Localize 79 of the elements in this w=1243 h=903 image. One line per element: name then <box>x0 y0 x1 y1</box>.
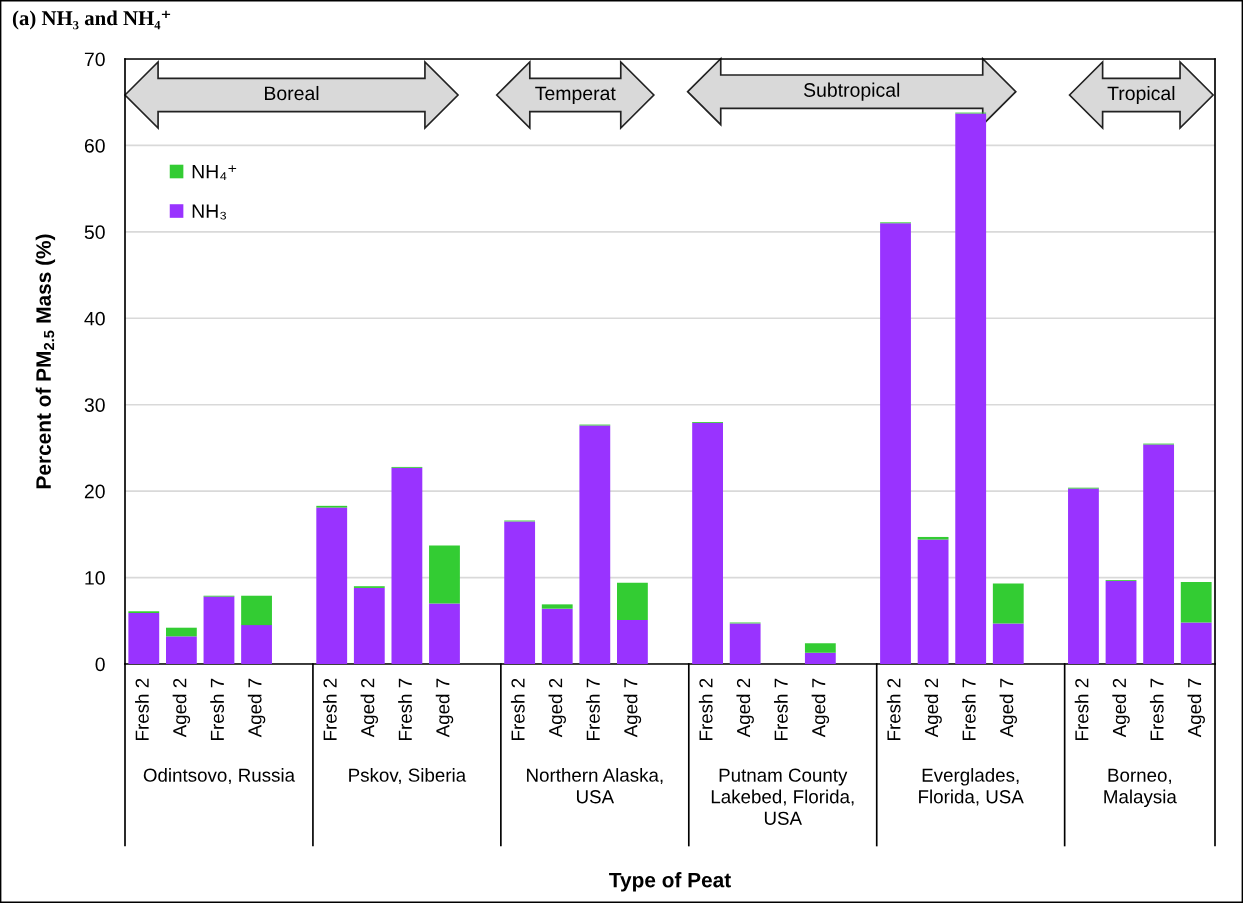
x-tick-label: Fresh 7 <box>586 678 600 740</box>
bar <box>165 627 197 637</box>
bar <box>992 583 1024 624</box>
x-tick-label: Fresh 7 <box>1149 678 1164 740</box>
x-tick-label: Aged 2 <box>172 678 191 738</box>
bar <box>541 608 573 664</box>
bar <box>316 507 348 664</box>
x-tick-label: Fresh 2 <box>1074 678 1089 740</box>
x-tick-label: Fresh 2 <box>510 678 525 740</box>
bar <box>504 521 536 664</box>
y-tick-label: 40 <box>84 311 105 326</box>
annotation: Temperat <box>535 86 616 105</box>
x-tick-label: Fresh 7 <box>774 678 788 740</box>
bar <box>429 603 460 664</box>
bar <box>917 539 949 664</box>
text: Northern Alaska, USA <box>527 768 663 804</box>
text: Everglades, Florida, USA <box>919 768 1024 806</box>
x-tick-label: Aged 7 <box>1187 678 1205 738</box>
x-tick-label: Fresh 2 <box>698 678 713 740</box>
x-tick-label: Fresh 7 <box>210 678 224 740</box>
x-tick-label: Aged 2 <box>548 678 566 738</box>
x-tick-label: Fresh 7 <box>398 678 412 740</box>
bar <box>1068 488 1099 664</box>
chart-title: (a) NH₃ and NH₄⁺ <box>12 10 171 30</box>
bar <box>804 652 836 664</box>
x-tick-label: Aged 7 <box>435 678 454 738</box>
x-tick-label: Aged 7 <box>247 678 266 738</box>
bar <box>617 582 648 620</box>
text: Pskov, Siberia <box>349 768 467 785</box>
bar <box>992 623 1024 664</box>
x-tick-label: Aged 7 <box>999 678 1018 738</box>
annotation: Boreal <box>265 85 319 101</box>
bar <box>804 643 836 653</box>
x-tick-label: Fresh 2 <box>886 678 901 740</box>
x-tick-label: Fresh 2 <box>135 678 149 740</box>
bar <box>203 596 235 664</box>
bar <box>391 467 423 664</box>
y-tick-label: 70 <box>84 52 105 67</box>
x-tick-label: Fresh 7 <box>961 678 976 740</box>
bar <box>579 425 611 664</box>
legend-label: NH₃ <box>192 204 227 220</box>
bar <box>955 113 987 664</box>
annotation: Subtropical <box>803 82 900 101</box>
bar <box>729 623 761 664</box>
bar <box>880 223 911 664</box>
text: Odintsovo, Russia <box>143 768 296 785</box>
y-tick-label: 10 <box>85 571 105 585</box>
text: Type of Peat <box>609 872 731 892</box>
bar <box>917 536 949 540</box>
bar <box>241 625 272 664</box>
y-axis-title: Percent of PM$_{2.5}$ Mass (%) <box>35 234 56 489</box>
y-tick-label: 30 <box>84 398 105 412</box>
bar <box>1180 581 1212 623</box>
legend-label: NH₄⁺ <box>192 164 237 180</box>
bar <box>429 545 460 604</box>
text: Putnam County Lakebed, Florida, USA <box>711 768 854 825</box>
bar <box>128 613 160 664</box>
x-tick-label: Aged 2 <box>736 678 754 738</box>
annotation: Tropical <box>1107 85 1175 105</box>
bar <box>241 595 272 626</box>
bar <box>353 587 385 664</box>
bar <box>1180 622 1212 664</box>
y-tick-label: 50 <box>84 225 105 240</box>
bar <box>617 619 648 664</box>
y-tick-label: 60 <box>84 138 105 153</box>
x-tick-label: Fresh 2 <box>322 678 337 740</box>
bar <box>692 422 723 664</box>
bar <box>1105 581 1137 664</box>
x-tick-label: Aged 7 <box>811 678 830 738</box>
y-tick-label: 0 <box>95 657 105 672</box>
y-tick-label: 20 <box>84 484 105 499</box>
x-tick-label: Aged 7 <box>623 678 642 738</box>
bar <box>165 636 197 664</box>
x-tick-label: Aged 2 <box>360 678 379 738</box>
x-tick-label: Aged 2 <box>1112 678 1130 738</box>
bar <box>541 604 573 609</box>
text: Borneo, Malaysia <box>1104 768 1177 808</box>
bar <box>1143 444 1175 664</box>
x-tick-label: Aged 2 <box>924 678 942 738</box>
